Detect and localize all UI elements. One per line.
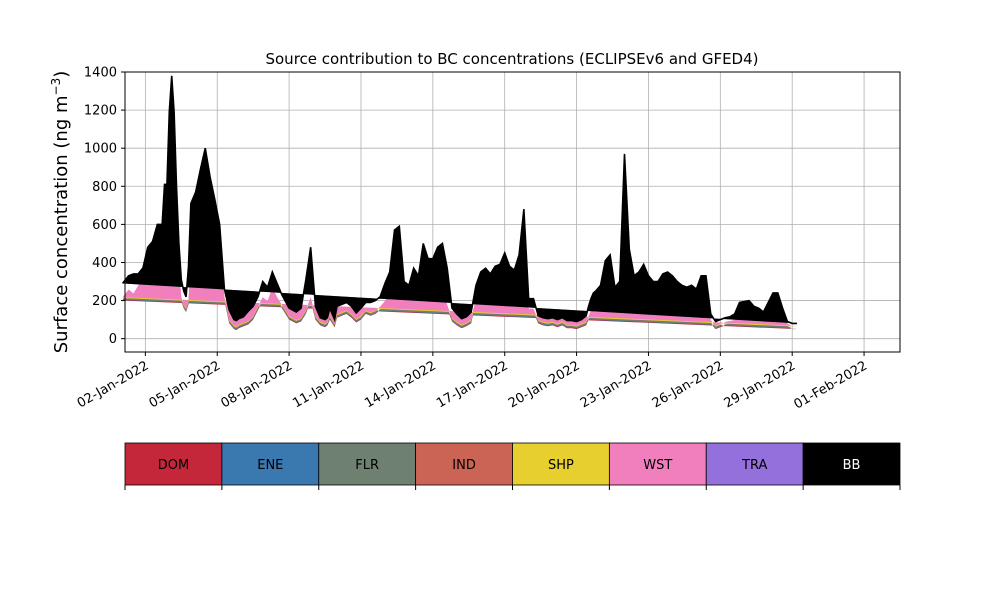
legend-swatch-flr	[318, 442, 417, 486]
x-tick-label: 05-Jan-2022	[147, 358, 224, 411]
y-axis-label: Surface concentration (ng m−3)	[49, 71, 72, 354]
legend-swatch-shp	[512, 442, 610, 486]
legend-label-flr: FLR	[355, 458, 379, 473]
legend-label-ene: ENE	[257, 458, 283, 473]
y-tick-label: 0	[109, 332, 117, 347]
y-tick-label: 800	[92, 180, 117, 195]
legend-swatch-wst	[608, 442, 707, 486]
y-tick-label: 1200	[84, 104, 117, 119]
y-axis-label-main: Surface concentration (ng m	[51, 95, 72, 353]
area-series-bb	[122, 75, 797, 324]
legend-label-tra: TRA	[741, 458, 767, 473]
legend-swatch-tra	[705, 442, 804, 486]
x-tick-label: 23-Jan-2022	[578, 358, 655, 411]
legend-label-shp: SHP	[548, 458, 574, 473]
legend-label-ind: IND	[452, 458, 476, 473]
legend-bar: DOM ENE FLR IND SHP WST TRA BB	[124, 442, 901, 490]
legend-swatch-ind	[415, 442, 513, 486]
legend-swatch-dom	[124, 442, 223, 486]
y-tick-label: 400	[92, 256, 117, 271]
x-axis-ticks: 02-Jan-202205-Jan-202208-Jan-202211-Jan-…	[75, 352, 870, 412]
x-tick-label: 14-Jan-2022	[362, 358, 439, 411]
x-tick-label: 08-Jan-2022	[219, 358, 296, 411]
stacked-areas	[122, 75, 797, 331]
y-tick-label: 1400	[84, 66, 117, 81]
legend-label-dom: DOM	[158, 458, 189, 473]
x-tick-label: 26-Jan-2022	[650, 358, 727, 411]
x-tick-label: 20-Jan-2022	[506, 358, 583, 411]
plot-frame	[124, 71, 901, 353]
legend-swatch-ene	[221, 442, 320, 486]
y-axis-ticks: 0 200 400 600 800 1000 1200 1400	[84, 66, 125, 347]
y-tick-label: 600	[92, 218, 117, 233]
legend-label-bb: BB	[843, 458, 861, 473]
y-axis-label-close: )	[51, 71, 72, 78]
x-tick-label: 01-Feb-2022	[792, 358, 871, 412]
x-tick-label: 17-Jan-2022	[434, 358, 511, 411]
y-axis-label-exponent: −3	[49, 78, 63, 96]
x-tick-label: 29-Jan-2022	[722, 358, 799, 411]
x-tick-label: 02-Jan-2022	[75, 358, 152, 411]
legend-label-wst: WST	[643, 458, 672, 473]
y-tick-label: 1000	[84, 142, 117, 157]
y-tick-label: 200	[92, 294, 117, 309]
chart-title: Source contribution to BC concentrations…	[265, 50, 758, 68]
total-outline	[121, 75, 797, 325]
x-tick-label: 11-Jan-2022	[290, 358, 367, 411]
legend-swatch-bb	[802, 442, 901, 486]
